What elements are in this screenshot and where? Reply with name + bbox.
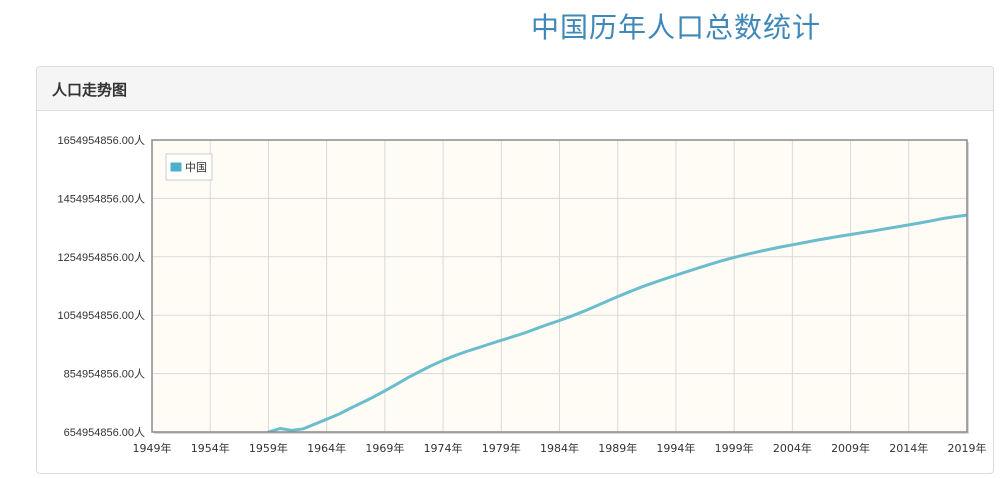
y-tick-label: 1254954856.00人 (58, 251, 145, 264)
y-tick-label: 1454954856.00人 (58, 192, 145, 205)
x-tick-label: 2014年 (889, 441, 928, 455)
x-tick-label: 1999年 (715, 441, 754, 455)
x-tick-label: 1979年 (482, 441, 521, 455)
x-tick-label: 1959年 (249, 441, 288, 455)
y-tick-label: 654954856.00人 (64, 426, 145, 439)
x-tick-label: 1964年 (307, 441, 346, 455)
panel-heading: 人口走势图 (37, 67, 993, 111)
y-tick-label: 1654954856.00人 (58, 134, 145, 147)
plot-border (151, 139, 968, 433)
page-title: 中国历年人口总数统计 (530, 11, 821, 44)
x-tick-label: 1989年 (598, 441, 637, 455)
x-tick-label: 2009年 (831, 441, 870, 455)
legend-label: 中国 (185, 161, 207, 174)
legend-swatch (169, 161, 183, 173)
y-tick-label: 1054954856.00人 (58, 309, 145, 322)
series-line-0 (266, 213, 967, 432)
x-tick-label: 1974年 (424, 441, 463, 455)
x-tick-label: 1949年 (133, 441, 172, 455)
x-tick-label: 2004年 (773, 441, 812, 455)
x-tick-label: 1969年 (365, 441, 404, 455)
x-tick-label: 1994年 (656, 441, 695, 455)
x-tick-label: 1984年 (540, 441, 579, 455)
x-tick-label: 2019年 (948, 441, 987, 455)
x-tick-label: 1954年 (191, 441, 230, 455)
y-tick-label: 854954856.00人 (64, 368, 145, 381)
